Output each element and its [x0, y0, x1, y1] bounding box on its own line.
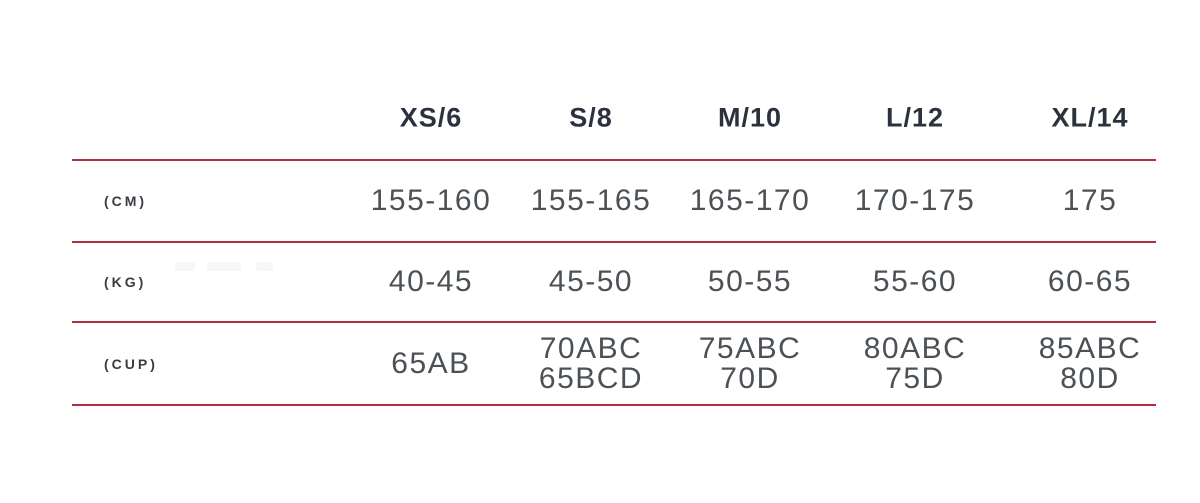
header-row: XS/6 S/8 M/10 L/12 XL/14 — [0, 92, 1200, 144]
size-header: M/10 — [717, 102, 783, 133]
value-cell: 65AB — [391, 346, 471, 380]
size-header: L/12 — [885, 102, 945, 133]
row-label: (CM) — [104, 193, 148, 209]
value-cell: 45-50 — [549, 267, 633, 297]
value-line: 155-165 — [530, 184, 652, 217]
faint-artifact — [175, 262, 195, 271]
divider-line — [72, 159, 1156, 161]
value-cell: 50-55 — [708, 267, 792, 297]
value-line: 165-170 — [689, 184, 811, 217]
value-line: 175 — [1062, 184, 1118, 217]
value-line: 75ABC — [698, 331, 802, 365]
divider-line — [72, 321, 1156, 323]
value-line: 65AB — [391, 346, 471, 380]
value-cell: 155-160 — [371, 186, 492, 216]
size-header: XL/14 — [1051, 102, 1129, 133]
value-cell: 75ABC 70D — [698, 331, 802, 395]
value-line: 170-175 — [854, 184, 976, 217]
value-cell: 85ABC 80D — [1038, 331, 1142, 395]
size-header: XS/6 — [399, 102, 463, 133]
value-cell: 175 — [1063, 186, 1118, 216]
value-line: 70ABC — [539, 331, 643, 365]
value-line: 65BCD — [538, 361, 644, 395]
value-line: 155-160 — [370, 184, 492, 217]
value-line: 40-45 — [388, 265, 474, 298]
value-line: 60-65 — [1047, 265, 1133, 298]
value-line: 45-50 — [548, 265, 634, 298]
value-cell: 80ABC 75D — [863, 331, 967, 395]
value-line: 80D — [1060, 361, 1120, 395]
divider-line — [72, 404, 1156, 406]
value-cell: 155-165 — [531, 186, 652, 216]
value-line: 55-60 — [872, 265, 958, 298]
value-line: 50-55 — [707, 265, 793, 298]
divider-line — [72, 241, 1156, 243]
value-cell: 55-60 — [873, 267, 957, 297]
value-cell: 40-45 — [389, 267, 473, 297]
faint-artifact — [256, 262, 273, 271]
table-row: (CUP) 65AB 70ABC 65BCD 75ABC 70D 80ABC 75D 85ABC… — [0, 323, 1200, 404]
value-cell: 170-175 — [855, 186, 976, 216]
table-row: (KG) 40-45 45-50 50-55 55-60 60-65 — [0, 243, 1200, 321]
value-line: 75D — [885, 361, 945, 395]
row-label: (CUP) — [104, 355, 158, 372]
value-cell: 70ABC 65BCD — [538, 331, 644, 395]
value-line: 80ABC — [863, 331, 967, 365]
value-line: 85ABC — [1038, 331, 1142, 365]
table-row: (CM) 155-160 155-165 165-170 170-175 175 — [0, 161, 1200, 241]
row-label: (KG) — [104, 274, 147, 290]
value-cell: 60-65 — [1048, 267, 1132, 297]
size-header: S/8 — [569, 102, 613, 133]
value-cell: 165-170 — [690, 186, 811, 216]
value-line: 70D — [720, 361, 780, 395]
faint-artifact — [207, 262, 241, 271]
